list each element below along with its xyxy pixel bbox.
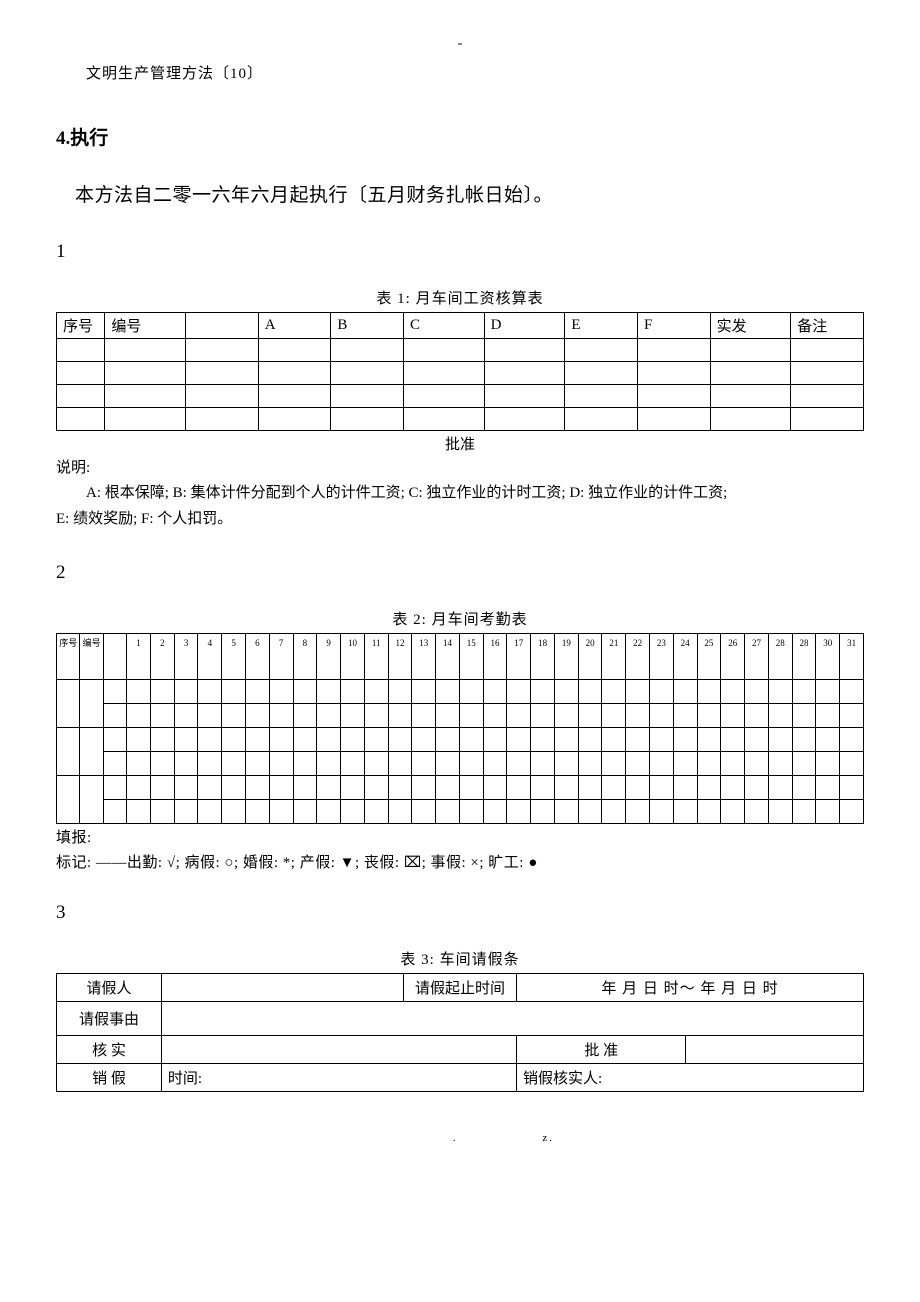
table-1-note-line2: E: 绩效奖励; F: 个人扣罚。 bbox=[56, 507, 864, 533]
table-1-note-line1: A: 根本保障; B: 集体计件分配到个人的计件工资; C: 独立作业的计时工资… bbox=[56, 481, 864, 507]
t2-day: 1 bbox=[127, 634, 151, 680]
t2-day: 21 bbox=[602, 634, 626, 680]
t2-day: 3 bbox=[174, 634, 198, 680]
t2-day: 6 bbox=[246, 634, 270, 680]
t2-col-seq: 序号 bbox=[59, 638, 77, 648]
section-4-body: 本方法自二零一六年六月起执行〔五月财务扎帐日始〕。 bbox=[56, 180, 864, 207]
t2-day: 15 bbox=[459, 634, 483, 680]
t3-approve-label: 批 准 bbox=[516, 1036, 685, 1064]
t1-col-remark: 备注 bbox=[791, 313, 864, 339]
table-row: 请假人 请假起止时间 年 月 日 时～ 年 月 日 时 bbox=[57, 974, 864, 1002]
section-4-heading: 4.执行 bbox=[56, 123, 864, 150]
table-1-caption: 表 1: 月车间工资核算表 bbox=[56, 287, 864, 308]
table-row bbox=[57, 728, 864, 752]
t1-col-c: C bbox=[403, 313, 484, 339]
t2-day: 30 bbox=[816, 634, 840, 680]
table-2-header-row: 序号 编号 1 2 3 4 5 6 7 8 9 10 11 12 13 14 1… bbox=[57, 634, 864, 680]
appendix-1-number: 1 bbox=[56, 241, 864, 263]
t2-day: 13 bbox=[412, 634, 436, 680]
footer-left: . bbox=[94, 1132, 458, 1144]
t2-day: 18 bbox=[531, 634, 555, 680]
table-2-caption: 表 2: 月车间考勤表 bbox=[56, 608, 864, 629]
t1-col-actual: 实发 bbox=[710, 313, 791, 339]
t3-applicant-label: 请假人 bbox=[57, 974, 162, 1002]
table-1-header-row: 序号 编号 A B C D E F 实发 备注 bbox=[57, 313, 864, 339]
t2-day: 11 bbox=[364, 634, 388, 680]
t2-day: 28 bbox=[768, 634, 792, 680]
table-row bbox=[57, 752, 864, 776]
t2-day: 27 bbox=[745, 634, 769, 680]
table-row bbox=[57, 362, 864, 385]
table-1: 序号 编号 A B C D E F 实发 备注 bbox=[56, 312, 864, 431]
t1-col-seq: 序号 bbox=[57, 313, 105, 339]
t2-day: 2 bbox=[150, 634, 174, 680]
page-footer: . z. bbox=[56, 1132, 864, 1144]
table-row bbox=[57, 704, 864, 728]
appendix-2-number: 2 bbox=[56, 562, 864, 584]
appendix-3-number: 3 bbox=[56, 902, 864, 924]
t2-day: 25 bbox=[697, 634, 721, 680]
t2-day: 22 bbox=[626, 634, 650, 680]
t3-period-label: 请假起止时间 bbox=[404, 974, 517, 1002]
t2-day: 10 bbox=[341, 634, 365, 680]
table-row: 请假事由 bbox=[57, 1002, 864, 1036]
t2-day: 7 bbox=[269, 634, 293, 680]
table-row bbox=[57, 339, 864, 362]
t3-reason-label: 请假事由 bbox=[57, 1002, 162, 1036]
t3-reason-value bbox=[161, 1002, 863, 1036]
document-page: - 文明生产管理方法〔10〕 4.执行 本方法自二零一六年六月起执行〔五月财务扎… bbox=[0, 0, 920, 1194]
t3-cancel-label: 销 假 bbox=[57, 1064, 162, 1092]
t2-day: 28 bbox=[792, 634, 816, 680]
table-row: 核 实 批 准 bbox=[57, 1036, 864, 1064]
t2-day: 4 bbox=[198, 634, 222, 680]
t1-col-blank bbox=[186, 313, 259, 339]
t3-approve-value bbox=[686, 1036, 864, 1064]
t1-col-id: 编号 bbox=[105, 313, 186, 339]
table-1-approve: 批准 bbox=[56, 433, 864, 454]
t1-col-e: E bbox=[565, 313, 638, 339]
t1-col-d: D bbox=[484, 313, 565, 339]
t1-col-b: B bbox=[331, 313, 404, 339]
t2-day: 12 bbox=[388, 634, 412, 680]
table-row: 销 假 时间: 销假核实人: bbox=[57, 1064, 864, 1092]
doc-title: 文明生产管理方法〔10〕 bbox=[86, 62, 864, 83]
t2-day: 17 bbox=[507, 634, 531, 680]
table-row bbox=[57, 800, 864, 824]
t2-day: 26 bbox=[721, 634, 745, 680]
t3-verify-value bbox=[161, 1036, 516, 1064]
table-2: 序号 编号 1 2 3 4 5 6 7 8 9 10 11 12 13 14 1… bbox=[56, 633, 864, 824]
t2-day: 23 bbox=[650, 634, 674, 680]
t2-day: 14 bbox=[436, 634, 460, 680]
t2-day: 24 bbox=[673, 634, 697, 680]
t3-period-value: 年 月 日 时～ 年 月 日 时 bbox=[516, 974, 863, 1002]
t2-day: 9 bbox=[317, 634, 341, 680]
table-1-note-label: 说明: bbox=[56, 456, 864, 477]
t2-day: 19 bbox=[554, 634, 578, 680]
t2-day: 5 bbox=[222, 634, 246, 680]
t2-day: 31 bbox=[840, 634, 864, 680]
footer-right: z. bbox=[462, 1132, 826, 1144]
table-3-caption: 表 3: 车间请假条 bbox=[56, 948, 864, 969]
table-row bbox=[57, 680, 864, 704]
t2-day: 8 bbox=[293, 634, 317, 680]
table-3: 请假人 请假起止时间 年 月 日 时～ 年 月 日 时 请假事由 核 实 批 准… bbox=[56, 973, 864, 1092]
table-row bbox=[57, 385, 864, 408]
table-row bbox=[57, 776, 864, 800]
top-dash: - bbox=[56, 36, 864, 52]
table-row bbox=[57, 408, 864, 431]
t1-col-f: F bbox=[637, 313, 710, 339]
table-2-note1: 填报: bbox=[56, 826, 864, 847]
t3-cancel-time: 时间: bbox=[161, 1064, 516, 1092]
t2-day: 20 bbox=[578, 634, 602, 680]
t3-verify-label: 核 实 bbox=[57, 1036, 162, 1064]
t2-col-id: 编号 bbox=[83, 638, 101, 648]
t1-col-a: A bbox=[258, 313, 331, 339]
t3-applicant-value bbox=[161, 974, 403, 1002]
t2-day: 16 bbox=[483, 634, 507, 680]
table-2-note2: 标记: ——出勤: √; 病假: ○; 婚假: *; 产假: ▼; 丧假: ⌧;… bbox=[56, 851, 864, 872]
t3-cancel-verifier: 销假核实人: bbox=[516, 1064, 863, 1092]
